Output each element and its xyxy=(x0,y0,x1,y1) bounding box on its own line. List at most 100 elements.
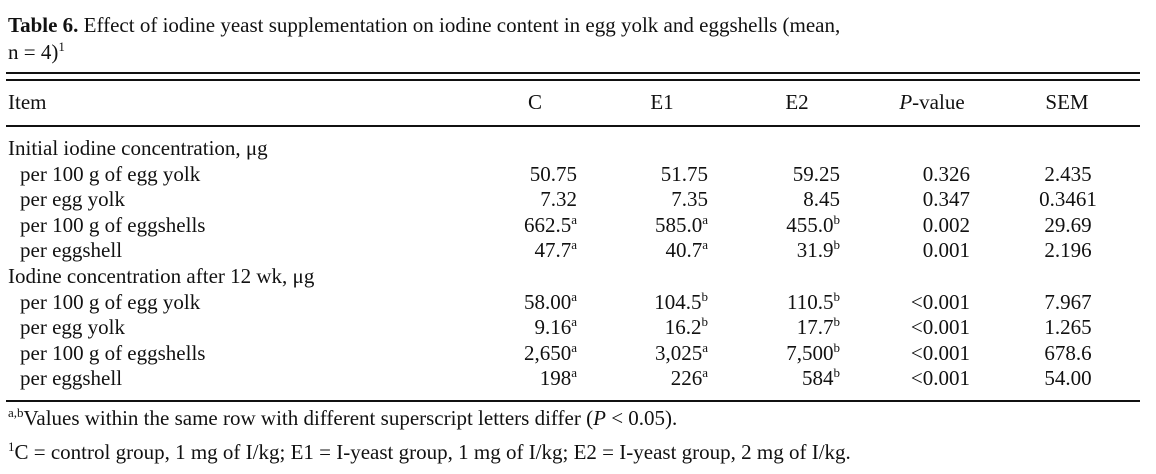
cell-value: 7,500 xyxy=(786,340,834,365)
cell: 104.5b xyxy=(654,290,708,314)
footnote-text: C = control group, 1 mg of I/kg; E1 = I-… xyxy=(14,440,851,464)
cell-sup: b xyxy=(833,237,841,253)
cell: 16.2b xyxy=(665,315,708,339)
cell-sup: b xyxy=(833,365,841,381)
cell: <0.001 xyxy=(911,341,970,365)
group-label: Initial iodine concentration, μg xyxy=(8,136,268,160)
cell: 17.7b xyxy=(797,315,840,339)
row-item: per 100 g of egg yolk xyxy=(20,161,201,186)
rule xyxy=(6,125,1140,127)
cell: 0.002 xyxy=(923,213,970,237)
cell: per 100 g of egg yolk xyxy=(20,290,200,314)
cell: <0.001 xyxy=(911,315,970,339)
cell-sup: b xyxy=(701,314,709,330)
row-item: per 100 g of egg yolk xyxy=(20,289,201,314)
cell-sup: a xyxy=(702,339,708,355)
cell-sem: 7.967 xyxy=(1044,289,1092,314)
cell-sem: 2.196 xyxy=(1044,238,1092,263)
title: Table 6. Effect of iodine yeast suppleme… xyxy=(8,13,840,37)
cell-sup: a xyxy=(571,339,577,355)
cell-sem: 0.3461 xyxy=(1039,187,1097,212)
row-item: per 100 g of eggshells xyxy=(20,340,206,365)
cell: 29.69 xyxy=(1044,213,1091,237)
row-item: per egg yolk xyxy=(20,315,125,340)
cell: 3,025a xyxy=(655,341,708,365)
cell-sem: 54.00 xyxy=(1044,366,1092,391)
cell: 678.6 xyxy=(1044,341,1091,365)
row-item: per egg yolk xyxy=(20,187,125,212)
cell: 2.196 xyxy=(1044,238,1091,262)
header-p: P xyxy=(899,90,913,114)
cell: 47.7a xyxy=(534,238,577,262)
cell: 58.00a xyxy=(524,290,577,314)
cell: 9.16a xyxy=(534,315,577,339)
footnote-text: < 0.05). xyxy=(605,406,678,430)
cell-p: 0.326 xyxy=(922,161,970,186)
cell: 0.326 xyxy=(923,162,970,186)
header-p: -value xyxy=(912,90,965,114)
cell-value: 31.9 xyxy=(796,238,834,263)
cell: 662.5a xyxy=(524,213,577,237)
footnote-italic: P xyxy=(593,406,606,430)
footnote-sup: a,b xyxy=(8,405,24,420)
header-col: E1 xyxy=(650,90,674,114)
cell-sup: b xyxy=(833,314,841,330)
cell-value: 17.7 xyxy=(796,315,834,340)
cell: per egg yolk xyxy=(20,315,125,339)
cell: 0.347 xyxy=(923,187,970,211)
row-item: per eggshell xyxy=(20,238,123,263)
cell-sup: b xyxy=(833,211,841,227)
cell-value: 16.2 xyxy=(664,315,702,340)
cell-value: 104.5 xyxy=(654,289,702,314)
cell-sup: b xyxy=(833,339,841,355)
footnote: a,bValues within the same row with diffe… xyxy=(8,406,677,430)
footnote-sup: 1 xyxy=(8,439,15,454)
cell-sem: 678.6 xyxy=(1044,340,1092,365)
cell: 40.7a xyxy=(665,238,708,262)
group-row: Iodine concentration after 12 wk, μg xyxy=(8,264,314,288)
cell: 0.001 xyxy=(923,238,970,262)
cell-value: 3,025 xyxy=(654,340,703,365)
cell: 31.9b xyxy=(797,238,840,262)
cell-value: 59.25 xyxy=(792,161,840,186)
cell-sup: a xyxy=(702,211,708,227)
cell-p: 0.347 xyxy=(922,187,970,212)
cell-value: 110.5 xyxy=(787,289,834,314)
row-item: per eggshell xyxy=(20,366,123,391)
cell-p: <0.001 xyxy=(910,366,970,391)
cell-value: 51.75 xyxy=(660,161,708,186)
cell-value: 226 xyxy=(670,366,703,391)
cell-sup: a xyxy=(571,314,577,330)
cell: 2,650a xyxy=(524,341,577,365)
header-cell: P-value xyxy=(899,90,964,114)
cell-p: <0.001 xyxy=(910,340,970,365)
cell: 1.265 xyxy=(1044,315,1091,339)
header-col: E2 xyxy=(785,90,809,114)
cell-sup: a xyxy=(571,288,577,304)
rule xyxy=(6,400,1140,402)
cell-value: 662.5 xyxy=(523,212,572,237)
cell: 51.75 xyxy=(661,162,708,186)
header-col: C xyxy=(527,90,543,114)
cell: per eggshell xyxy=(20,238,122,262)
cell-value: 198 xyxy=(539,366,572,391)
cell-sup: a xyxy=(571,237,577,253)
header-cell: E2 xyxy=(785,90,808,114)
cell: <0.001 xyxy=(911,366,970,390)
cell-value: 455.0 xyxy=(786,212,834,237)
title-text: n = 4) xyxy=(8,40,59,64)
cell-value: 8.45 xyxy=(803,187,840,212)
cell: per 100 g of eggshells xyxy=(20,341,205,365)
cell: 54.00 xyxy=(1044,366,1091,390)
group-row: Initial iodine concentration, μg xyxy=(8,136,268,160)
cell-value: 585.0 xyxy=(654,212,703,237)
cell: 7.32 xyxy=(540,187,577,211)
cell-p: <0.001 xyxy=(910,289,970,314)
title-label: Table 6. xyxy=(8,13,79,37)
cell-sup: a xyxy=(571,211,577,227)
cell: 2.435 xyxy=(1044,162,1091,186)
cell-sup: a xyxy=(702,365,708,381)
cell: <0.001 xyxy=(911,290,970,314)
cell-sup: a xyxy=(571,365,577,381)
